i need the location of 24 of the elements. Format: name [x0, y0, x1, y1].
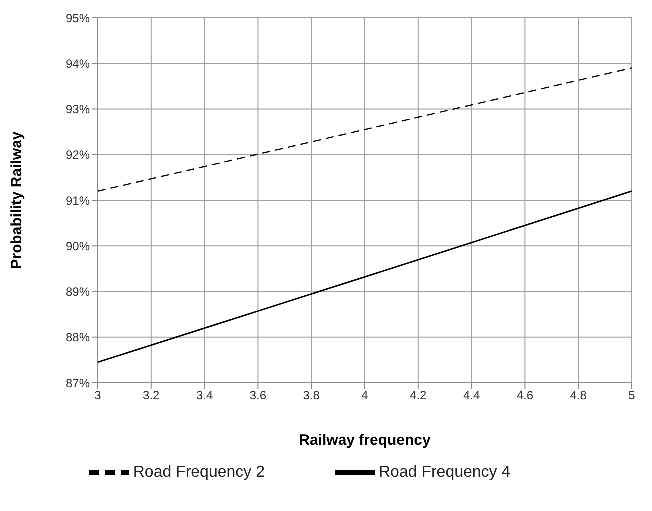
y-tick-label: 92%: [66, 148, 90, 162]
y-tick-label: 87%: [66, 376, 90, 390]
x-tick-label: 4.6: [516, 388, 534, 403]
x-axis-title: Railway frequency: [299, 432, 432, 449]
x-tick-label: 4.8: [570, 388, 588, 403]
x-tick-label: 5: [628, 388, 636, 403]
x-tick-label: 4: [362, 388, 369, 403]
x-tick-label: 4.2: [410, 388, 428, 403]
x-tick-label: 3.2: [143, 388, 160, 403]
y-tick-label: 88%: [66, 330, 90, 345]
x-tick-label: 4.4: [463, 388, 480, 403]
y-tick-label: 90%: [66, 239, 90, 254]
y-tick-label: 89%: [66, 285, 90, 300]
y-tick-label: 94%: [66, 56, 90, 71]
legend-label: Road Frequency 2: [133, 464, 265, 482]
y-axis-title: Probability Railway: [8, 131, 26, 270]
y-tick-label: 93%: [66, 102, 90, 117]
x-tick-label: 3.6: [250, 388, 267, 403]
legend-label: Road Frequency 4: [379, 464, 511, 482]
y-tick-label: 95%: [66, 11, 90, 26]
x-tick-label: 3.4: [196, 388, 214, 403]
x-tick-label: 3.8: [303, 388, 320, 403]
x-tick-label: 3: [94, 388, 102, 403]
y-tick-label: 91%: [66, 194, 90, 208]
